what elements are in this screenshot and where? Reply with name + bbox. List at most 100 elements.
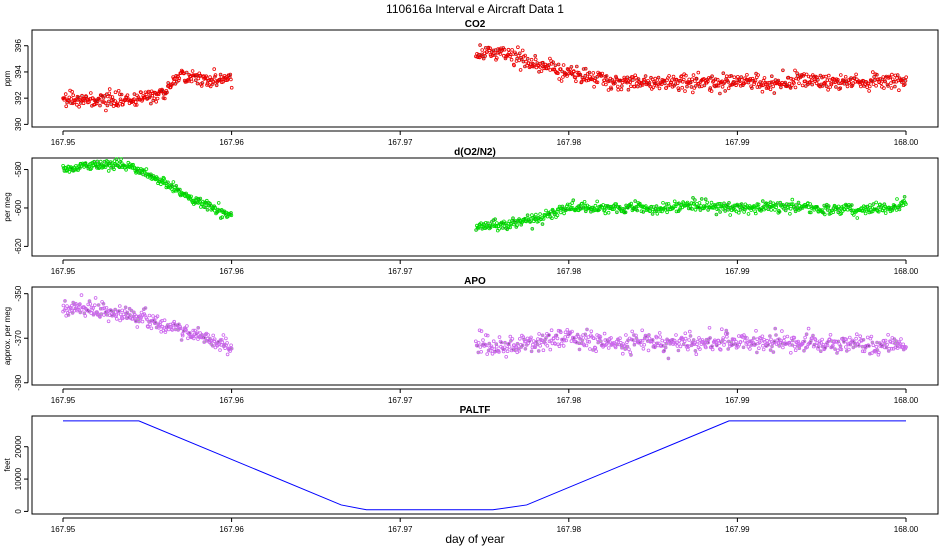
co2-data-point-core	[727, 80, 730, 83]
co2-data-point	[812, 77, 817, 82]
apo-data-point	[843, 345, 848, 349]
apo-data-point	[647, 333, 651, 337]
co2-data-point-core	[584, 67, 587, 70]
apo-data-point	[565, 327, 570, 332]
apo-data-point	[780, 329, 784, 333]
o2n2-data-point	[587, 205, 591, 209]
co2-data-point-core	[724, 89, 727, 92]
apo-data-point-core	[548, 334, 550, 337]
o2n2-data-point-core	[707, 208, 710, 211]
o2n2-data-point	[488, 225, 493, 230]
co2-data-point	[177, 76, 182, 81]
co2-data-point	[195, 81, 200, 86]
co2-data-point	[883, 79, 887, 84]
co2-data-point	[793, 85, 798, 90]
panel-co2: CO2 ppm 167.95 167.96 167.97 167.98 167.99 168.…	[3, 19, 939, 147]
apo-data-point	[162, 318, 167, 323]
co2-data-point	[204, 74, 209, 78]
co2-data-point	[154, 100, 159, 104]
o2n2-data-point	[665, 210, 669, 215]
apo-data-point	[93, 296, 98, 300]
apo-data-point	[118, 304, 122, 308]
o2n2-data-point	[769, 208, 773, 212]
co2-data-point	[674, 77, 679, 82]
apo-data-point	[818, 349, 823, 354]
co2-data-point-core	[626, 76, 629, 79]
paltf-x-tick-label: 167.97	[388, 525, 413, 534]
co2-data-point	[207, 78, 211, 83]
apo-data-point	[592, 336, 596, 341]
o2n2-data-point	[565, 202, 570, 207]
apo-data-point	[848, 342, 853, 347]
apo-data-point	[179, 338, 184, 342]
apo-data-point	[723, 331, 728, 336]
co2-data-point-core	[201, 81, 204, 84]
co2-data-point	[845, 84, 850, 89]
co2-data-point	[571, 69, 576, 73]
o2n2-data-point-core	[204, 206, 206, 209]
co2-data-point-core	[494, 49, 497, 52]
co2-data-point-core	[781, 69, 784, 72]
co2-data-point	[893, 84, 897, 89]
apo-data-point	[477, 328, 482, 333]
apo-data-point	[768, 334, 772, 338]
co2-data-point	[627, 76, 632, 81]
co2-data-point-core	[516, 57, 519, 60]
apo-data-point	[625, 344, 630, 349]
co2-data-point-core	[730, 74, 733, 77]
apo-data-point	[149, 326, 154, 331]
co2-data-point-core	[819, 74, 822, 77]
co2-data-point-core	[674, 83, 677, 86]
o2n2-data-point	[895, 197, 899, 201]
apo-data-point	[106, 319, 111, 324]
apo-data-point	[867, 344, 871, 348]
o2n2-data-point	[515, 223, 519, 228]
o2n2-data-point	[106, 169, 111, 173]
o2n2-data-point-core	[624, 211, 627, 214]
co2-data-point	[901, 77, 906, 81]
co2-data-point	[198, 73, 203, 78]
apo-data-point	[489, 344, 494, 349]
apo-data-point	[476, 341, 481, 345]
o2n2-data-point	[660, 209, 664, 214]
apo-data-point-core	[730, 341, 733, 344]
apo-data-point-core	[112, 310, 115, 313]
o2n2-data-point-core	[206, 208, 209, 211]
apo-data-point	[564, 338, 568, 343]
o2n2-data-point-core	[623, 208, 625, 211]
apo-data-point	[833, 347, 837, 351]
co2-data-point	[622, 75, 626, 80]
apo-data-point-core	[530, 350, 533, 353]
apo-data-point	[831, 343, 835, 348]
co2-data-point	[889, 81, 893, 85]
apo-data-point	[479, 329, 484, 333]
co2-data-point	[825, 78, 830, 82]
apo-data-point-core	[664, 346, 667, 349]
apo-data-point	[587, 339, 592, 344]
co2-data-point-core	[194, 79, 197, 82]
o2n2-data-point	[519, 222, 523, 227]
co2-data-point	[706, 79, 710, 84]
apo-data-point-core	[174, 328, 177, 331]
o2n2-data-point	[883, 211, 888, 215]
apo-data-point-core	[79, 311, 82, 314]
o2n2-data-point	[504, 221, 509, 226]
o2n2-data-point	[569, 206, 573, 210]
apo-data-point	[901, 342, 905, 347]
apo-data-point	[664, 341, 668, 346]
apo-data-point	[683, 336, 688, 341]
apo-data-point	[782, 335, 787, 340]
apo-data-point	[754, 328, 758, 333]
apo-data-point-core	[803, 349, 805, 352]
apo-data-point-core	[755, 351, 758, 354]
co2-data-point	[843, 75, 848, 79]
o2n2-data-point-core	[512, 217, 514, 220]
apo-data-point	[875, 348, 880, 352]
apo-data-point	[137, 319, 141, 324]
co2-data-point	[63, 92, 68, 96]
co2-data-point	[109, 102, 113, 106]
apo-data-point-core	[726, 332, 729, 335]
apo-x-tick-label: 167.96	[219, 396, 244, 405]
o2n2-data-point	[815, 205, 819, 209]
co2-data-point	[838, 73, 843, 77]
